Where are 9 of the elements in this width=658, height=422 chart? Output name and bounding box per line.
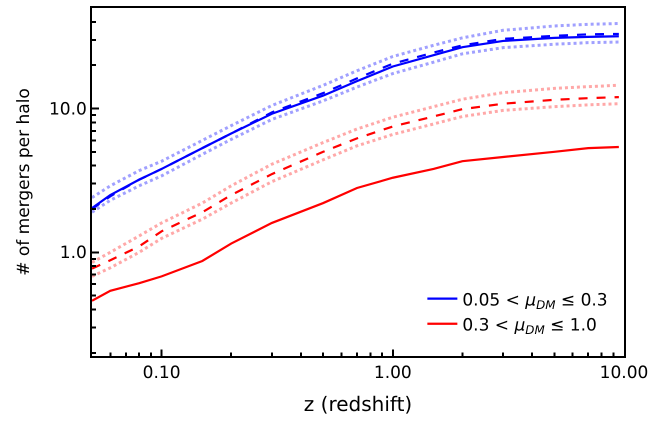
x-tick-label: 10.00 [600, 363, 648, 384]
x-axis-title: z (redshift) [304, 392, 412, 416]
x-tick-label: 1.00 [374, 363, 412, 384]
y-tick-label: 1.0 [60, 243, 87, 264]
x-tick-label: 0.10 [142, 363, 181, 384]
y-axis-title: # of mergers per halo [14, 88, 34, 276]
y-tick-label: 10.0 [48, 99, 87, 120]
legend-label: 0.3 < μ$_{DM}$ ≤ 1.0 [462, 315, 597, 337]
legend-label: 0.05 < μ$_{DM}$ ≤ 0.3 [462, 290, 608, 312]
